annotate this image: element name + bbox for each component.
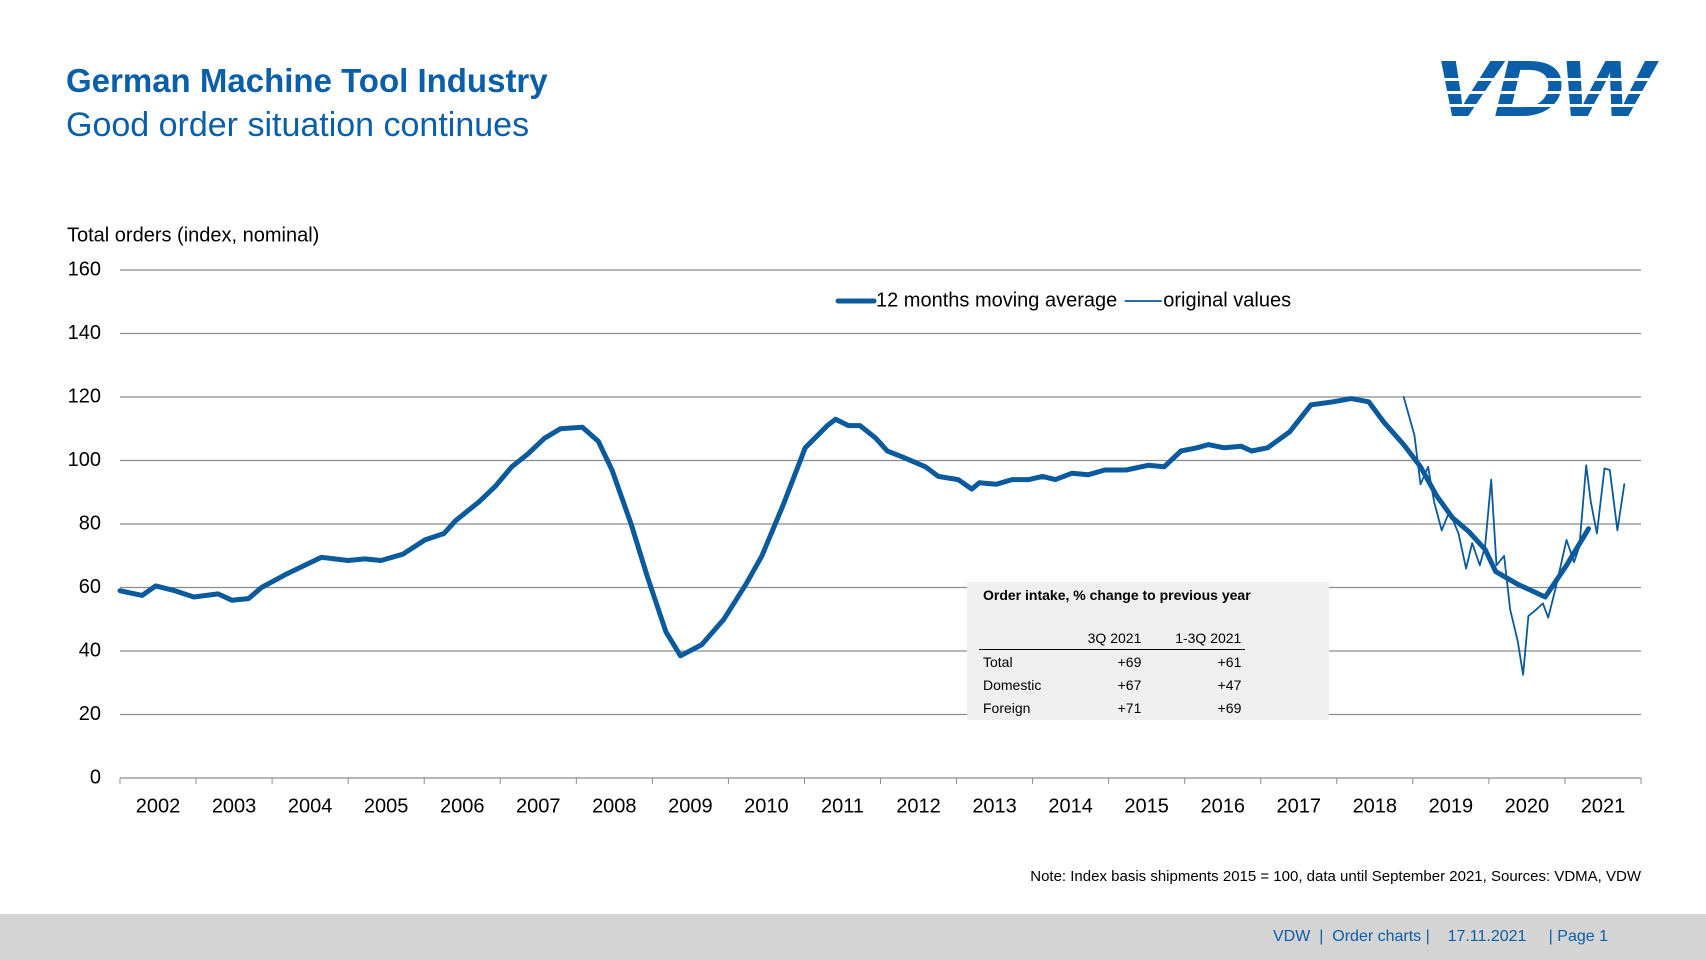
title: German Machine Tool Industry — [66, 62, 548, 99]
y-tick-label: 40 — [79, 639, 101, 661]
x-tick-label: 2008 — [592, 795, 637, 817]
series-line — [1402, 396, 1626, 676]
y-tick-label: 120 — [68, 385, 101, 407]
y-tick-label: 140 — [68, 322, 101, 344]
x-tick-label: 2003 — [212, 795, 257, 817]
table-row: Total +69 +61 — [979, 650, 1245, 674]
y-axis-label: Total orders (index, nominal) — [67, 224, 319, 246]
table-cell: Domestic — [983, 676, 1042, 693]
table-header: 3Q 2021 1-3Q 2021 — [979, 626, 1246, 650]
x-tick-label: 2013 — [972, 795, 1017, 817]
x-tick-label: 2016 — [1200, 795, 1245, 817]
series-line — [117, 396, 1591, 659]
table-cell: +67 — [1117, 676, 1142, 693]
table-cell: 3Q 2021 — [1045, 626, 1146, 650]
y-tick-label: 20 — [79, 703, 101, 725]
x-tick-label: 2012 — [896, 795, 941, 817]
x-tick-label: 2018 — [1353, 795, 1398, 817]
table-cell — [979, 626, 1046, 650]
table-cell: +47 — [1217, 676, 1242, 693]
x-tick-label: 2019 — [1429, 795, 1474, 817]
footer: VDW | Order charts | 17.11.2021 | Page 1 — [0, 914, 1706, 960]
logo: VDW — [1425, 56, 1665, 126]
footer-text: VDW | Order charts | 17.11.2021 | Page 1 — [1273, 928, 1608, 945]
subtitle: Good order situation continues — [66, 106, 530, 144]
x-tick-label: 2017 — [1277, 795, 1322, 817]
x-tick-label: 2007 — [516, 795, 561, 817]
y-tick-label: 60 — [79, 576, 101, 598]
table-cell: Total — [983, 653, 1013, 670]
y-tick-label: 0 — [90, 766, 101, 788]
x-tick-label: 2006 — [440, 795, 485, 817]
y-tick-label: 100 — [68, 449, 101, 471]
x-tick-label: 2015 — [1124, 795, 1169, 817]
x-tick-label: 2014 — [1048, 795, 1093, 817]
x-tick-label: 2009 — [668, 795, 713, 817]
chart: Total orders (index, nominal) 0 20 40 60 80 1… — [67, 224, 1642, 817]
x-tick-label: 2010 — [744, 795, 789, 817]
table-cell: 1-3Q 2021 — [1145, 626, 1246, 650]
table-cell: Foreign — [983, 699, 1031, 716]
logo-stripe — [1425, 104, 1665, 107]
legend-label: original values — [1163, 289, 1291, 311]
x-tick-label: 2005 — [364, 795, 409, 817]
table: 3Q 2021 1-3Q 2021 Total +69 +61 Domestic +67 +4… — [979, 626, 1246, 719]
table-cell: +69 — [1217, 699, 1242, 716]
table-title: Order intake, % change to previous year — [983, 587, 1251, 603]
logo-stripe — [1425, 91, 1665, 94]
logo-stripe — [1425, 78, 1665, 81]
x-tick-label: 2002 — [136, 795, 181, 817]
table-row: Domestic +67 +47 — [979, 673, 1245, 696]
legend-label: 12 months moving average — [876, 289, 1117, 311]
note: Note: Index basis shipments 2015 = 100, … — [1030, 868, 1641, 885]
order-table: Order intake, % change to previous year … — [967, 582, 1329, 720]
x-tick-label: 2011 — [821, 795, 864, 817]
x-tick-label: 2004 — [288, 795, 333, 817]
x-tick-label: 2020 — [1505, 795, 1550, 817]
table-row: Foreign +71 +69 — [979, 696, 1245, 719]
table-cell: +61 — [1217, 653, 1242, 670]
table-cell: +69 — [1117, 653, 1142, 670]
table-cell: +71 — [1117, 699, 1142, 716]
x-tick-label: 2021 — [1581, 795, 1626, 817]
y-tick-label: 160 — [68, 258, 101, 280]
y-tick-label: 80 — [79, 512, 101, 534]
